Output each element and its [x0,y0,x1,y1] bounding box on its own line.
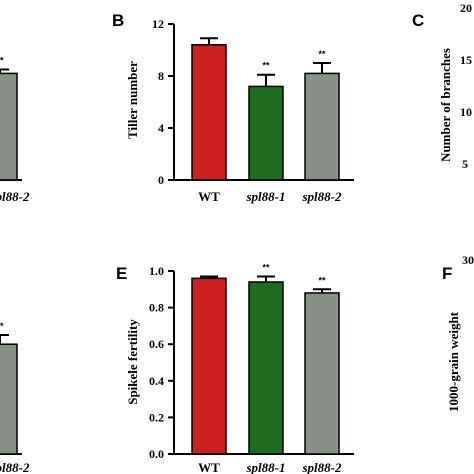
panel-b-category-spl88-1: spl88-1 [246,189,286,204]
panel-a-error-bar-spl88-2 [0,68,9,74]
panel-e-error-bar-spl88-2 [313,288,331,293]
panel-b: B Tiller number 0 4 8 12 ** ** WT spl88-1… [112,11,354,204]
panel-b-bar-spl88-2 [304,72,340,181]
panel-e-bars: ** ** [191,262,340,455]
panel-b-category-wt: WT [198,189,220,204]
panel-e-significance-spl88-2: ** [318,275,326,285]
panel-a-significance-spl88-2: ** [0,56,4,66]
panel-e-error-bar-spl88-1 [257,275,275,282]
panel-e-letter: E [116,264,127,283]
panel-b-error-bar-spl88-2 [313,62,331,74]
panel-e-error-bar-wt [200,275,218,279]
panel-d-bar-spl88-2 [0,343,18,455]
panel-d-category-label: spl88-2 [0,460,30,474]
panel-b-y-axis-label: Tiller number [125,61,140,139]
panel-e-tick-label-0.4: 0.4 [149,374,164,388]
panel-a-category-label: spl88-2 [0,189,30,204]
panel-b-bars: ** ** [191,37,340,181]
panel-e-bar-wt [191,277,227,455]
panel-b-tick-label-12: 12 [152,17,164,31]
panel-e-bar-spl88-1 [248,281,284,455]
panel-e-category-wt: WT [198,460,220,474]
panel-c-tick-label-10: 10 [460,105,472,119]
panel-e-tick-label-0.8: 0.8 [149,301,164,315]
panel-e-tick-label-1.0: 1.0 [149,264,164,278]
panel-b-significance-spl88-1: ** [262,61,270,71]
panel-c-letter: C [412,11,424,30]
panel-e-bar-spl88-2 [304,292,340,455]
panel-c: C Number of branches 20 15 10 5 [412,1,472,171]
panel-e-category-spl88-2: spl88-2 [302,460,343,474]
panel-b-y-ticks: 0 4 8 12 [152,17,174,187]
panel-a: ** spl88-2 [0,56,30,204]
panel-b-tick-label-0: 0 [158,173,164,187]
panel-d: ** spl88-2 [0,321,30,474]
panel-b-letter: B [112,11,124,30]
panel-e-significance-spl88-1: ** [262,262,270,272]
panel-f-y-axis-label: 1000-grain weight [446,311,461,412]
panel-e-tick-label-0.2: 0.2 [149,410,164,424]
panel-b-tick-label-8: 8 [158,69,164,83]
panel-e-y-ticks: 0.0 0.2 0.4 0.6 0.8 1.0 [149,264,174,461]
panel-f: F 30 1000-grain weight [442,253,474,412]
panel-d-error-bar-spl88-2 [0,334,9,345]
panel-b-category-spl88-2: spl88-2 [302,189,343,204]
panel-b-tick-label-4: 4 [158,121,164,135]
panel-a-bars: ** [0,56,18,181]
panel-f-letter: F [442,264,452,283]
panel-a-bar-spl88-2 [0,72,18,181]
panel-c-tick-label-5: 5 [462,157,468,171]
panel-b-bar-wt [191,44,227,181]
panel-e-tick-label-0.6: 0.6 [149,337,164,351]
panel-e-y-axis-label: Spikele fertility [125,319,140,405]
panel-c-tick-label-20: 20 [460,1,472,15]
panel-f-tick-label-30: 30 [462,253,474,267]
panel-b-bar-spl88-1 [248,85,284,181]
panel-c-tick-label-15: 15 [460,53,472,67]
panel-e-tick-label-0.0: 0.0 [149,447,164,461]
panel-b-error-bar-wt [200,37,218,45]
panel-e-category-spl88-1: spl88-1 [246,460,286,474]
panel-b-error-bar-spl88-1 [257,73,275,87]
panel-c-y-axis-label: Number of branches [438,48,453,162]
panel-d-bars: ** [0,321,18,455]
panel-e: E Spikele fertility 0.0 0.2 0.4 0.6 0.8 1.0 *… [116,262,354,474]
panel-d-significance-spl88-2: ** [0,321,4,331]
panel-b-significance-spl88-2: ** [318,49,326,59]
